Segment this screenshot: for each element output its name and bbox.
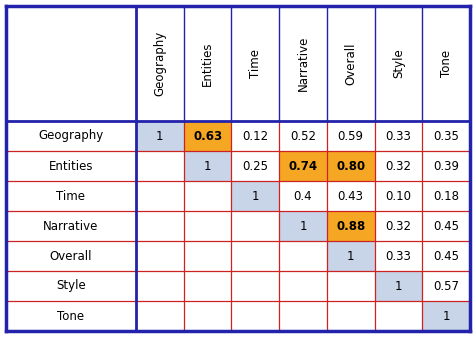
Bar [184, 241, 231, 271]
Bar [375, 121, 422, 151]
Text: 1: 1 [251, 189, 259, 203]
Bar [136, 241, 184, 271]
Bar [279, 301, 327, 331]
Text: 0.39: 0.39 [433, 159, 459, 173]
Text: 1: 1 [395, 279, 402, 293]
Bar [327, 181, 375, 211]
Text: 0.32: 0.32 [386, 219, 411, 233]
Text: 0.45: 0.45 [433, 219, 459, 233]
Bar [136, 121, 184, 151]
Text: 0.52: 0.52 [290, 129, 316, 143]
Text: 0.57: 0.57 [433, 279, 459, 293]
Text: Entities: Entities [49, 159, 93, 173]
Text: Narrative: Narrative [43, 219, 99, 233]
Text: Style: Style [56, 279, 86, 293]
Bar [375, 211, 422, 241]
Text: 0.18: 0.18 [433, 189, 459, 203]
Bar [184, 181, 231, 211]
Text: Overall: Overall [344, 42, 357, 85]
Bar [327, 211, 375, 241]
Bar [184, 121, 231, 151]
Text: 0.63: 0.63 [193, 129, 222, 143]
Bar [184, 211, 231, 241]
Text: Style: Style [392, 49, 405, 79]
Bar [136, 301, 184, 331]
Bar [136, 211, 184, 241]
Bar [231, 241, 279, 271]
Text: 0.88: 0.88 [336, 219, 366, 233]
Bar [422, 181, 470, 211]
Bar [422, 121, 470, 151]
Bar [184, 301, 231, 331]
Bar [231, 181, 279, 211]
Bar [327, 271, 375, 301]
Text: 0.33: 0.33 [386, 249, 411, 263]
Bar [279, 121, 327, 151]
Bar [231, 211, 279, 241]
Text: Tone: Tone [58, 309, 85, 323]
Bar [422, 301, 470, 331]
Bar [231, 151, 279, 181]
Bar [327, 241, 375, 271]
Text: 1: 1 [347, 249, 355, 263]
Bar [136, 151, 184, 181]
Bar [279, 181, 327, 211]
Bar [422, 241, 470, 271]
Text: Overall: Overall [50, 249, 92, 263]
Text: 0.43: 0.43 [337, 189, 364, 203]
Bar [375, 301, 422, 331]
Text: 0.12: 0.12 [242, 129, 268, 143]
Bar [279, 241, 327, 271]
Text: Entities: Entities [201, 41, 214, 86]
Text: Geography: Geography [153, 31, 166, 96]
Bar [279, 151, 327, 181]
Bar [327, 151, 375, 181]
Text: 1: 1 [156, 129, 164, 143]
Bar [231, 301, 279, 331]
Text: 1: 1 [204, 159, 211, 173]
Text: Narrative: Narrative [297, 36, 309, 91]
Bar [184, 271, 231, 301]
Bar [231, 271, 279, 301]
Text: Time: Time [57, 189, 86, 203]
Text: 1: 1 [299, 219, 307, 233]
Text: 0.25: 0.25 [242, 159, 268, 173]
Text: 1: 1 [442, 309, 450, 323]
Bar [375, 271, 422, 301]
Bar [279, 271, 327, 301]
Bar [422, 271, 470, 301]
Text: 0.33: 0.33 [386, 129, 411, 143]
Text: 0.4: 0.4 [294, 189, 312, 203]
Bar [136, 271, 184, 301]
Text: Time: Time [249, 49, 262, 78]
Bar [327, 301, 375, 331]
Text: Geography: Geography [39, 129, 104, 143]
Bar [184, 151, 231, 181]
Text: 0.59: 0.59 [337, 129, 364, 143]
Text: Tone: Tone [440, 50, 453, 77]
Bar [327, 121, 375, 151]
Text: 0.45: 0.45 [433, 249, 459, 263]
Text: 0.74: 0.74 [288, 159, 317, 173]
Bar [375, 241, 422, 271]
Text: 0.80: 0.80 [336, 159, 365, 173]
Text: 0.10: 0.10 [386, 189, 411, 203]
Bar [422, 211, 470, 241]
Bar [136, 181, 184, 211]
Text: 0.32: 0.32 [386, 159, 411, 173]
Bar [375, 181, 422, 211]
Text: 0.35: 0.35 [433, 129, 459, 143]
Bar [422, 151, 470, 181]
Bar [279, 211, 327, 241]
Bar [231, 121, 279, 151]
Bar [375, 151, 422, 181]
